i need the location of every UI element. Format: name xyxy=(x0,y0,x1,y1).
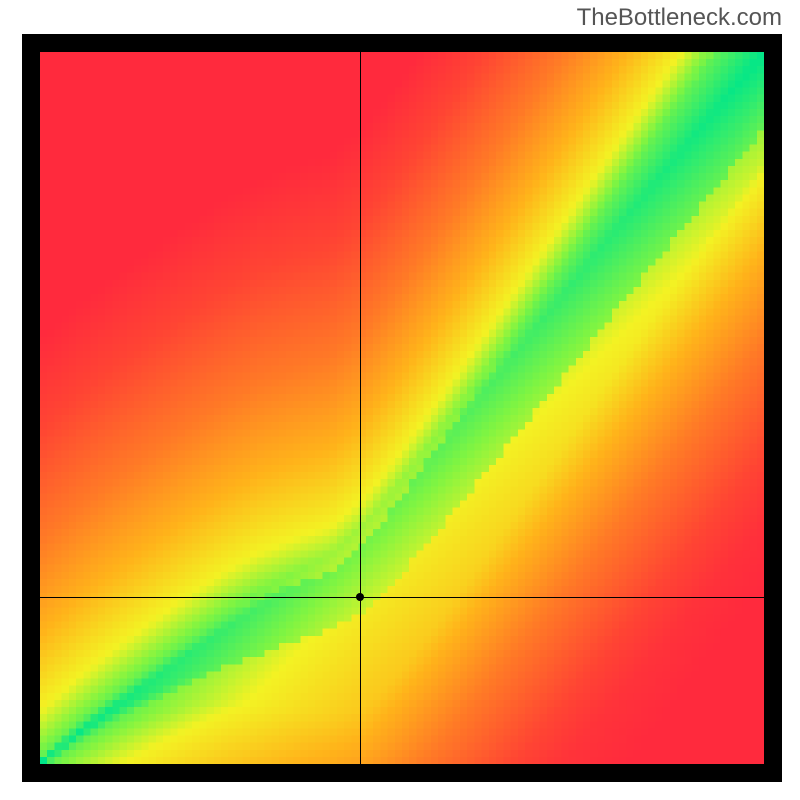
plot-frame xyxy=(22,34,782,782)
marker-dot xyxy=(356,593,364,601)
crosshair-horizontal xyxy=(40,597,764,598)
crosshair-vertical xyxy=(360,52,361,764)
watermark-text: TheBottleneck.com xyxy=(577,4,782,32)
heatmap-canvas xyxy=(40,52,764,764)
